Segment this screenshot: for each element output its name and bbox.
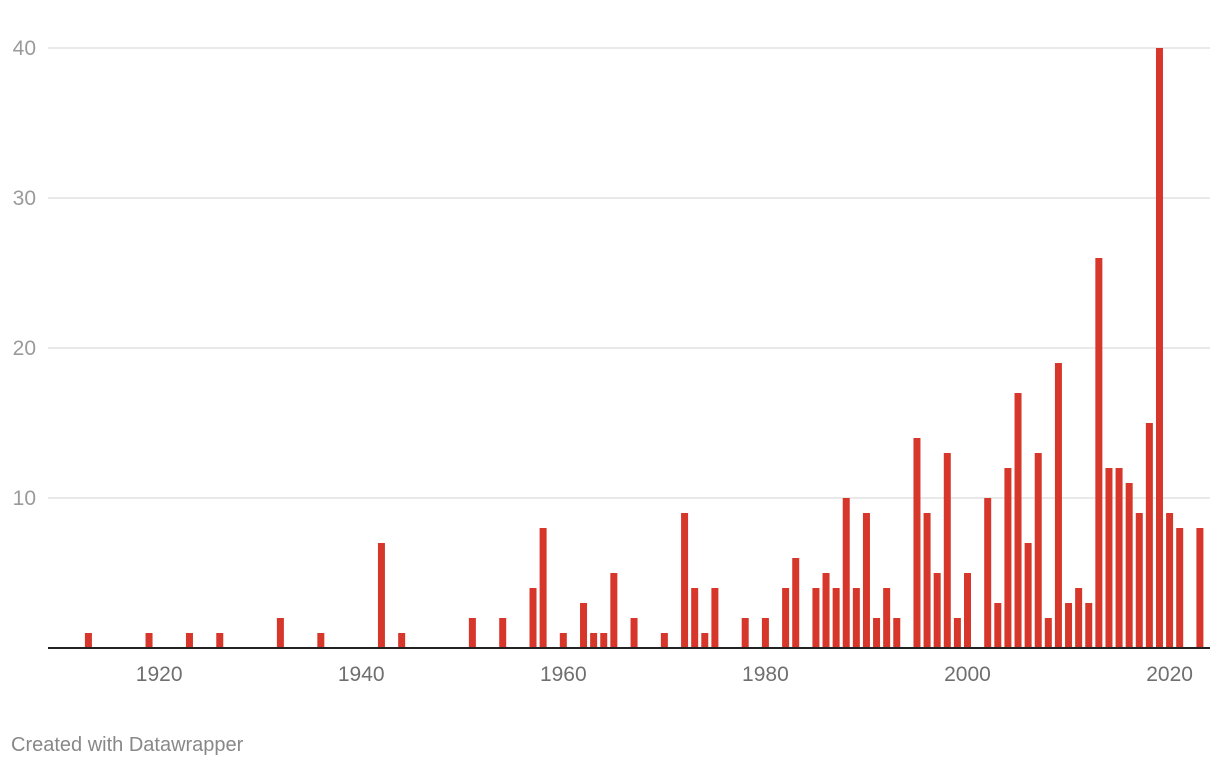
y-tick-label: 20	[13, 337, 36, 360]
bar	[84, 633, 92, 648]
bar	[1095, 258, 1103, 648]
bar	[1105, 468, 1113, 648]
bar	[761, 618, 769, 648]
bar	[468, 618, 476, 648]
y-tick-label: 10	[13, 487, 36, 510]
bar	[1135, 513, 1143, 648]
y-tick-label: 30	[13, 187, 36, 210]
x-axis-tick-labels: 1920 1940 1960 1980 2000 2020	[136, 663, 1193, 686]
x-tick-label: 1980	[742, 663, 789, 686]
y-axis-tick-labels: 10 20 30 40	[13, 37, 36, 510]
bar	[600, 633, 608, 648]
bar	[701, 633, 709, 648]
bar	[1085, 603, 1093, 648]
bar	[711, 588, 719, 648]
bar	[1075, 588, 1083, 648]
bar	[1176, 528, 1184, 648]
bar	[913, 438, 921, 648]
bar	[893, 618, 901, 648]
bar	[145, 633, 153, 648]
bar	[1014, 393, 1022, 648]
bar	[216, 633, 224, 648]
bar	[185, 633, 193, 648]
bar	[862, 513, 870, 648]
bar	[499, 618, 507, 648]
bar	[317, 633, 325, 648]
bar	[994, 603, 1002, 648]
bar	[1065, 603, 1073, 648]
bar	[529, 588, 537, 648]
bar	[590, 633, 598, 648]
bar	[1054, 363, 1062, 648]
bar	[812, 588, 820, 648]
bar	[832, 588, 840, 648]
gridlines	[48, 47, 1210, 499]
x-tick-label: 1940	[338, 663, 385, 686]
bar	[792, 558, 800, 648]
bar	[1044, 618, 1052, 648]
bar	[559, 633, 567, 648]
bar	[782, 588, 790, 648]
bar-chart: 10 20 30 40 1920 1940 1960 1980 2000 2020	[13, 37, 1210, 686]
bar	[691, 588, 699, 648]
bar	[1115, 468, 1123, 648]
bar	[873, 618, 881, 648]
bar	[953, 618, 961, 648]
bar	[1155, 48, 1163, 648]
bar	[580, 603, 588, 648]
x-tick-label: 2020	[1146, 663, 1193, 686]
x-tick-label: 1960	[540, 663, 587, 686]
bar	[1145, 423, 1153, 648]
bar	[842, 498, 850, 648]
bar	[1166, 513, 1174, 648]
bar	[852, 588, 860, 648]
x-tick-label: 2000	[944, 663, 991, 686]
bar	[984, 498, 992, 648]
bar	[923, 513, 931, 648]
bar	[1125, 483, 1133, 648]
bar	[1034, 453, 1042, 648]
bar	[943, 453, 951, 648]
bar	[660, 633, 668, 648]
bar	[1004, 468, 1012, 648]
bar	[681, 513, 689, 648]
bar	[630, 618, 638, 648]
bar	[883, 588, 891, 648]
bar	[377, 543, 385, 648]
bar	[822, 573, 830, 648]
y-tick-label: 40	[13, 37, 36, 60]
bar	[741, 618, 749, 648]
bar	[1196, 528, 1204, 648]
datawrapper-credit[interactable]: Created with Datawrapper	[11, 734, 244, 756]
x-tick-label: 1920	[136, 663, 183, 686]
bar	[1024, 543, 1032, 648]
bar	[964, 573, 971, 648]
bar	[610, 573, 618, 648]
bar	[933, 573, 941, 648]
bar	[276, 618, 284, 648]
bars	[84, 48, 1204, 648]
bar	[398, 633, 406, 648]
bar	[539, 528, 547, 648]
